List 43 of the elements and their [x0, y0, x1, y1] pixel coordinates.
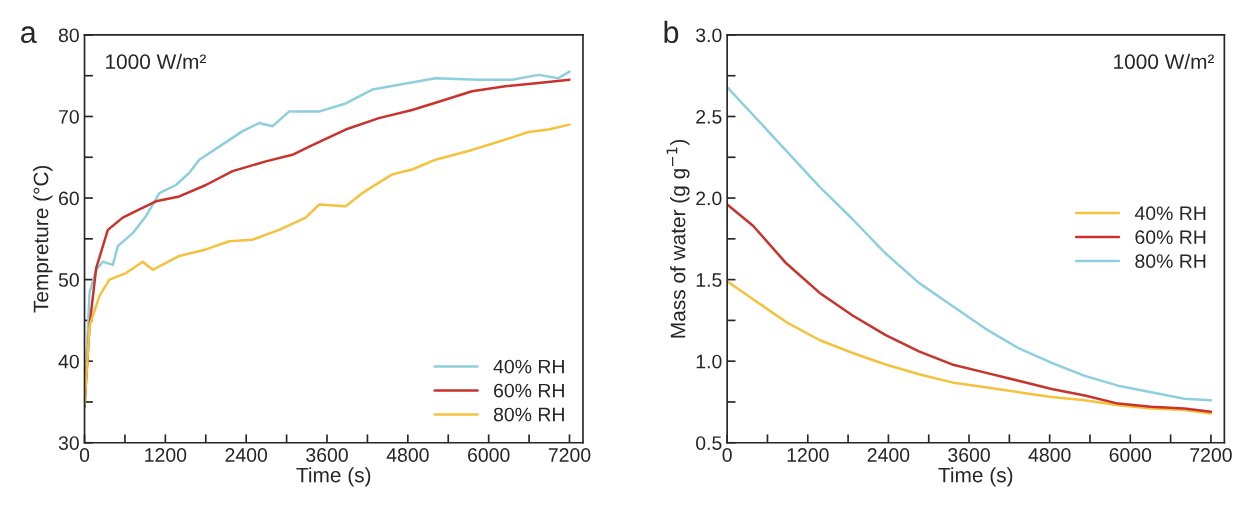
y-tick-label: 40 [58, 354, 79, 369]
x-tick-label: 3600 [948, 448, 990, 462]
x-tick-label: 0 [722, 448, 732, 462]
y-axis-title: Mass of water (g g$^{−1}$) [666, 139, 690, 338]
x-tick-label: 7200 [1190, 448, 1232, 462]
x-tick-label: 3600 [306, 448, 348, 462]
legend-label: 80% RH [1135, 254, 1206, 269]
y-tick-label: 2.5 [696, 109, 722, 124]
y-tick-label: 70 [59, 109, 79, 124]
y-tick-label: 2.0 [696, 191, 722, 206]
x-tick-label: 4800 [1028, 448, 1071, 462]
x-tick-label: 1200 [145, 448, 187, 462]
annotation: 1000 W/m² [106, 53, 206, 70]
y-tick-label: 60 [59, 191, 79, 206]
legend-label: 60% RH [494, 383, 564, 398]
y-tick-label: 3.0 [696, 28, 722, 43]
x-tick-label: 4800 [386, 448, 429, 462]
x-tick-label: 0 [79, 448, 90, 462]
legend-label: 40% RH [1134, 206, 1206, 221]
line-series [727, 203, 1213, 413]
text: a [21, 26, 37, 44]
y-tick-label: 30 [58, 436, 79, 450]
legend-label: 60% RH [1135, 230, 1206, 245]
x-tick-label: 6000 [468, 448, 510, 462]
y-axis-title: Tempreture (°C) [33, 165, 53, 313]
y-tick-label: 0.5 [696, 436, 722, 450]
x-tick-label: 2400 [867, 448, 910, 462]
y-tick-label: 80 [58, 28, 79, 43]
x-axis-title: Time (s) [296, 467, 371, 487]
x-tick-label: 1200 [787, 448, 829, 462]
line-series [727, 280, 1213, 415]
x-tick-label: 7200 [548, 448, 591, 462]
y-tick-label: 1.5 [696, 273, 722, 287]
y-tick-label: 1.0 [696, 354, 722, 369]
x-axis-title: Time (s) [938, 467, 1013, 487]
legend-label: 80% RH [493, 407, 564, 422]
legend-label: 40% RH [493, 359, 564, 374]
annotation: 1000 W/m² [1114, 53, 1215, 70]
y-tick-label: 50 [58, 273, 79, 287]
text: b [664, 20, 679, 44]
line-series [727, 85, 1213, 402]
x-tick-label: 2400 [225, 448, 268, 462]
x-tick-label: 6000 [1109, 448, 1152, 462]
